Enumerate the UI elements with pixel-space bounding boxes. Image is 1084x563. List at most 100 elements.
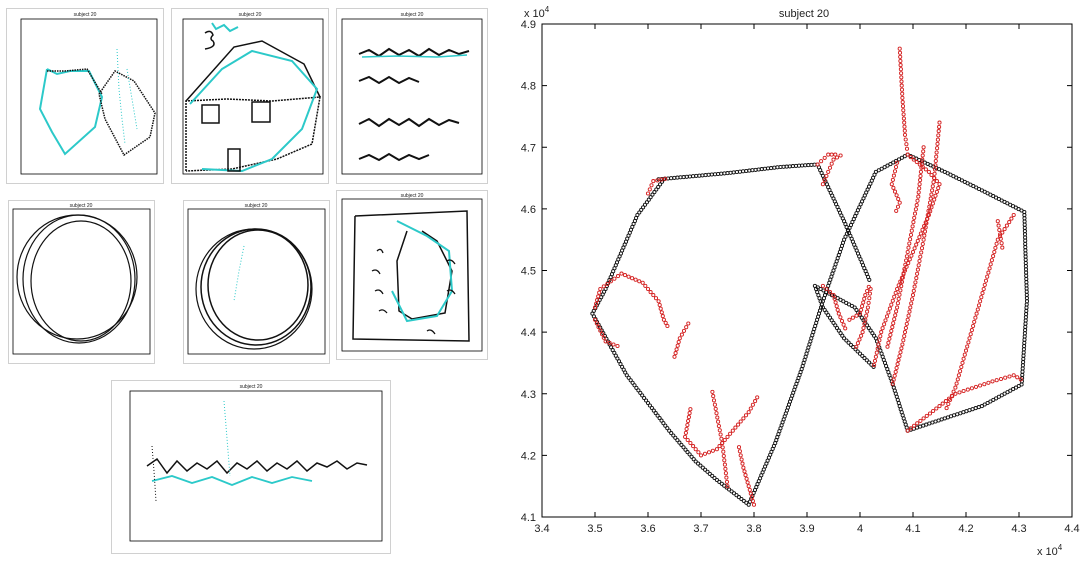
data-point	[836, 311, 841, 316]
data-point	[677, 336, 682, 341]
data-point	[615, 274, 621, 279]
data-point	[671, 433, 676, 438]
data-point	[615, 343, 620, 349]
data-point	[935, 141, 940, 146]
data-point	[645, 400, 651, 406]
data-point	[898, 279, 903, 284]
data-point	[657, 416, 662, 421]
data-point	[658, 182, 663, 187]
data-point	[653, 296, 659, 301]
data-point	[878, 334, 883, 339]
data-point	[829, 293, 835, 298]
data-point	[829, 318, 834, 323]
data-point	[712, 402, 717, 407]
data-point	[898, 63, 903, 68]
data-point	[896, 283, 901, 288]
data-point	[936, 129, 941, 134]
data-point	[913, 280, 918, 285]
data-point	[1020, 366, 1025, 371]
data-point	[687, 411, 692, 416]
data-point	[820, 182, 825, 187]
data-point	[1024, 308, 1029, 313]
data-point	[892, 169, 898, 174]
data-point	[896, 157, 902, 162]
y-multiplier: x 104	[524, 5, 550, 20]
data-point	[686, 418, 691, 424]
data-point	[1023, 241, 1028, 246]
data-point	[728, 431, 733, 436]
data-point	[822, 178, 827, 183]
data-point	[895, 301, 900, 306]
data-point	[663, 423, 668, 428]
data-point	[1021, 360, 1026, 365]
data-point	[890, 381, 895, 386]
data-point	[912, 211, 918, 216]
data-point	[956, 373, 961, 378]
data-point	[840, 333, 845, 338]
data-point	[895, 286, 900, 292]
data-point	[934, 150, 939, 155]
data-point	[919, 165, 924, 170]
data-point	[902, 267, 907, 272]
y-tick-label: 4.9	[521, 19, 536, 31]
data-point	[882, 165, 887, 170]
data-point	[683, 434, 688, 439]
data-point	[740, 461, 745, 466]
data-point	[658, 306, 663, 311]
data-point	[932, 197, 937, 202]
data-point	[907, 241, 912, 246]
data-point	[969, 386, 974, 391]
data-point	[624, 373, 629, 378]
data-point	[683, 430, 688, 435]
data-point	[741, 416, 746, 421]
data-point	[908, 426, 913, 431]
data-point	[846, 340, 851, 345]
scribble-line	[358, 117, 460, 128]
data-point	[937, 124, 942, 129]
data-point	[594, 321, 599, 326]
data-point	[1023, 324, 1028, 329]
data-point	[978, 299, 983, 304]
data-point	[917, 162, 922, 167]
data-point	[750, 402, 755, 407]
data-point	[889, 182, 894, 187]
data-point	[868, 286, 873, 292]
data-point	[601, 284, 606, 289]
data-point	[829, 152, 834, 157]
x-tick-label: 4.4	[1064, 523, 1079, 535]
data-point	[656, 299, 661, 304]
data-point	[933, 158, 938, 164]
data-point	[838, 153, 843, 158]
data-point	[906, 313, 911, 318]
data-point	[710, 448, 715, 453]
data-point	[746, 484, 751, 489]
data-point	[643, 283, 648, 288]
data-point	[894, 208, 899, 213]
data-point	[933, 193, 938, 198]
data-point	[1024, 276, 1029, 282]
data-point	[841, 322, 846, 327]
data-point	[676, 339, 681, 345]
data-point	[908, 305, 913, 310]
data-point	[934, 406, 939, 411]
data-point	[1024, 273, 1029, 278]
data-point	[934, 189, 939, 194]
data-point	[895, 160, 900, 165]
data-point	[940, 401, 945, 406]
data-point	[965, 387, 970, 392]
data-point	[711, 398, 717, 403]
data-point	[651, 293, 656, 298]
data-point	[920, 157, 925, 162]
data-point	[921, 237, 926, 242]
data-point	[999, 241, 1004, 246]
data-point	[626, 274, 631, 279]
data-point	[1024, 270, 1029, 275]
window-right	[251, 101, 271, 123]
data-point	[898, 288, 903, 293]
data-point	[824, 310, 829, 315]
chart-title: subject 20	[779, 8, 829, 20]
cyan-stroke	[116, 48, 126, 145]
data-point	[968, 332, 973, 337]
data-point	[738, 453, 743, 458]
data-point	[915, 238, 920, 243]
